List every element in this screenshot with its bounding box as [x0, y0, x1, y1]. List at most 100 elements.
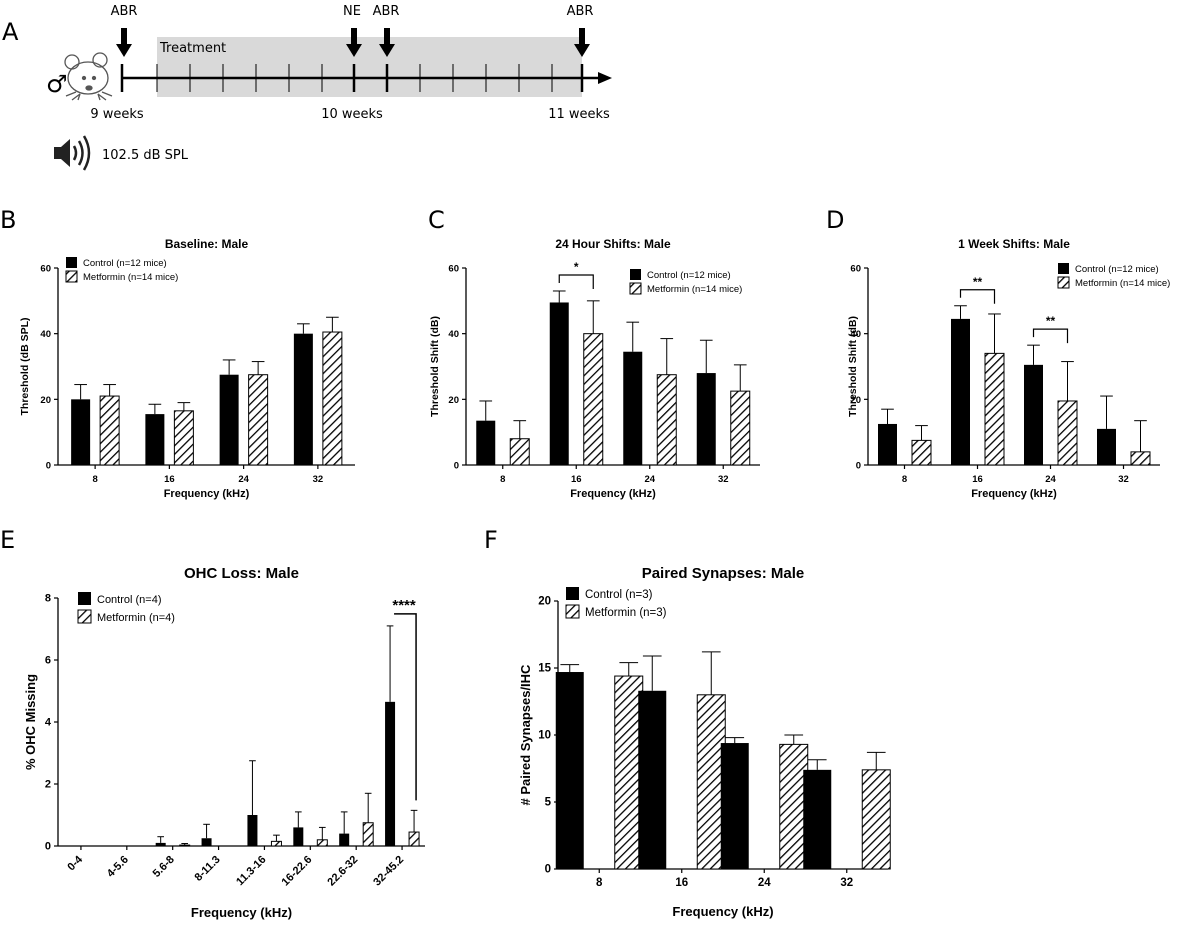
- panel-label-d: D: [826, 206, 844, 234]
- legend-swatch-control: [1058, 263, 1069, 274]
- x-axis-label: Frequency (kHz): [672, 904, 773, 919]
- x-axis-label: Frequency (kHz): [570, 488, 656, 500]
- bar-control: [638, 690, 667, 869]
- x-tick-label: 24: [238, 474, 249, 485]
- legend-swatch-metformin: [629, 282, 642, 295]
- legend-swatch-control: [566, 587, 579, 600]
- legend-label: Control (n=12 mice): [83, 258, 167, 269]
- bar-control: [293, 333, 313, 465]
- x-tick-label: 4-5.6: [105, 854, 131, 880]
- bar-control: [219, 374, 239, 465]
- treatment-label: Treatment: [159, 41, 226, 56]
- chart-f: Paired Synapses: Male 0 5 10 15 20 8 16 24 32 Cont…: [518, 565, 891, 919]
- y-tick-label: 0: [46, 461, 51, 472]
- x-tick-label: 24: [758, 877, 771, 889]
- bar-metformin: [99, 395, 120, 466]
- legend-label: Metformin (n=14 mice): [1075, 278, 1170, 289]
- chart-title: OHC Loss: Male: [184, 565, 299, 582]
- legend-swatch-metformin: [77, 609, 92, 624]
- x-tick-label: 8-11.3: [193, 854, 223, 884]
- chart-title: Paired Synapses: Male: [642, 565, 805, 582]
- bar-metformin: [656, 374, 677, 466]
- panel-label-a: A: [2, 18, 19, 46]
- x-tick-label: 8: [596, 877, 603, 889]
- x-tick-label: 11.3-16: [234, 854, 268, 888]
- bar-metformin: [1057, 400, 1078, 466]
- y-axis-label: Threshold Shift (dB): [429, 316, 441, 417]
- week-label-10: 10 weeks: [321, 107, 383, 122]
- bar-control: [696, 373, 716, 465]
- x-tick-label: 0-4: [65, 853, 85, 873]
- chart-title: Baseline: Male: [165, 237, 249, 251]
- bar-control: [555, 672, 584, 869]
- mouse-icon: [64, 52, 113, 101]
- chart-c: 24 Hour Shifts: Male 0 20 40 60 8 16 24 32 * Contr…: [429, 237, 760, 500]
- bar-control: [145, 414, 165, 465]
- bar-metformin: [179, 844, 191, 847]
- bar-metformin: [730, 390, 751, 466]
- x-tick-label: 32: [313, 474, 324, 485]
- arrow-abr-2: [379, 28, 395, 57]
- timeline-arrowhead: [598, 72, 612, 84]
- legend-label: Control (n=4): [97, 594, 162, 606]
- bar-metformin: [316, 839, 328, 847]
- arrow-abr-1: [116, 28, 132, 57]
- x-tick-label: 16: [675, 877, 688, 889]
- significance-label: **: [973, 275, 983, 289]
- bar-metformin: [583, 333, 604, 466]
- significance-label: **: [1046, 314, 1056, 328]
- bar-control: [1024, 364, 1043, 465]
- significance-bracket: [394, 613, 417, 801]
- y-tick-label: 20: [448, 395, 459, 406]
- y-tick-label: 40: [40, 329, 51, 340]
- y-tick-label: 60: [850, 264, 861, 275]
- chart-d: 1 Week Shifts: Male 0 20 40 60 8 16 24 32 ** ** Con…: [847, 237, 1170, 500]
- x-tick-label: 8: [92, 474, 97, 485]
- panel-label-c: C: [428, 206, 445, 234]
- bar-control: [293, 827, 304, 846]
- y-axis-label: Threshold Shift (dB): [847, 316, 859, 417]
- arrow-abr-3: [574, 28, 590, 57]
- bar-control: [155, 842, 166, 846]
- bar-metformin: [322, 331, 343, 466]
- bar-metformin: [911, 439, 932, 466]
- bar-control: [951, 318, 970, 465]
- y-tick-label: 4: [45, 717, 52, 729]
- y-tick-label: 6: [45, 655, 51, 667]
- bar-control: [339, 833, 350, 846]
- y-axis-label: Threshold (dB SPL): [19, 318, 31, 416]
- chart-e: OHC Loss: Male 0 2 4 6 8 0-4 4-5.6 5.6-8 8-11.3 11…: [23, 565, 425, 920]
- x-tick-label: 24: [644, 474, 655, 485]
- x-tick-label: 32: [840, 877, 853, 889]
- significance-bracket: [558, 274, 594, 289]
- y-tick-label: 0: [45, 841, 51, 853]
- chart-b: Baseline: Male 0 20 40 60 8 16 24 32 Control (n=1…: [19, 237, 355, 500]
- bar-control: [720, 743, 749, 869]
- x-tick-label: 32: [1118, 474, 1129, 485]
- legend-label: Control (n=12 mice): [1075, 264, 1159, 275]
- bar-control: [476, 420, 496, 465]
- y-axis-label: % OHC Missing: [23, 674, 38, 770]
- y-axis-label: # Paired Synapses/IHC: [518, 664, 533, 806]
- y-tick-label: 0: [856, 461, 861, 472]
- y-tick-label: 40: [850, 329, 861, 340]
- x-axis-label: Frequency (kHz): [971, 488, 1057, 500]
- legend-label: Metformin (n=3): [585, 607, 667, 619]
- bar-control: [803, 769, 832, 869]
- significance-bracket: [1032, 328, 1069, 344]
- y-tick-label: 0: [545, 864, 551, 876]
- y-tick-label: 8: [45, 593, 51, 605]
- y-tick-label: 60: [40, 264, 51, 275]
- legend-label: Control (n=3): [585, 589, 653, 601]
- chart-title: 24 Hour Shifts: Male: [555, 237, 671, 251]
- sound-level-label: 102.5 dB SPL: [102, 148, 189, 163]
- arrow-ne: [346, 28, 362, 57]
- legend-swatch-metformin: [65, 270, 78, 283]
- bar-metformin: [509, 438, 530, 466]
- y-tick-label: 15: [538, 663, 551, 675]
- x-tick-label: 16: [571, 474, 582, 485]
- week-label-9: 9 weeks: [90, 107, 144, 122]
- y-tick-label: 0: [454, 461, 459, 472]
- male-symbol: ♂: [46, 70, 68, 98]
